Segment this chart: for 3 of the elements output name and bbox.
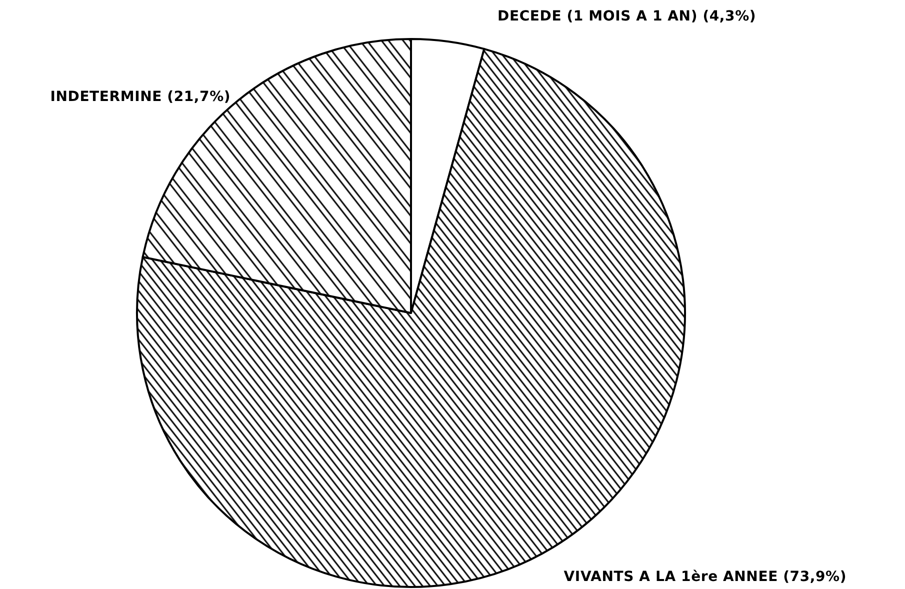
slice-label: INDETERMINE (21,7%) — [50, 89, 231, 106]
slice-label: VIVANTS A LA 1ère ANNEE (73,9%) — [564, 569, 847, 586]
slice-label: DECEDE (1 MOIS A 1 AN) (4,3%) — [498, 8, 756, 25]
